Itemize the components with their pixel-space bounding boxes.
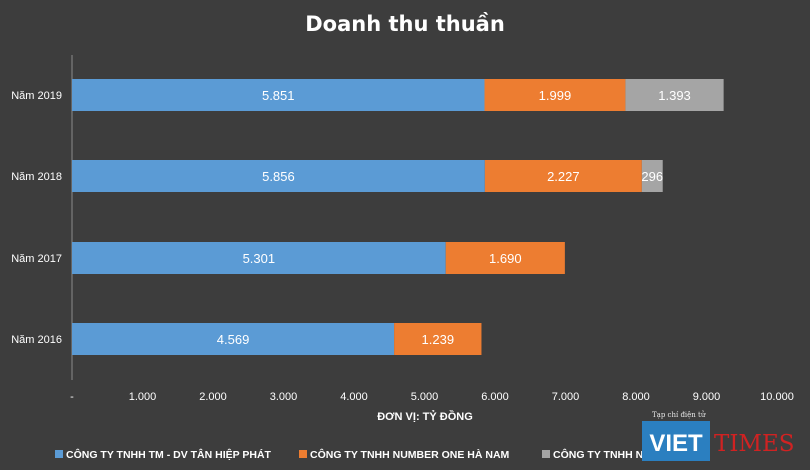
bar-segment: [72, 160, 485, 192]
x-tick-label: 1.000: [129, 391, 157, 403]
data-label: 5.301: [243, 251, 276, 266]
viettimes-watermark: Tạp chí điện tử VIET TIMES: [642, 410, 795, 461]
data-label: 1.239: [422, 332, 455, 347]
x-tick-label: 4.000: [340, 391, 368, 403]
bar-segment: [484, 79, 626, 111]
data-label: 4.569: [217, 332, 250, 347]
bar-segment: [445, 242, 565, 274]
x-tick-label: 3.000: [270, 391, 298, 403]
x-tick-label: 5.000: [411, 391, 439, 403]
category-labels: Năm 2019 Năm 2018 Năm 2017 Năm 2016: [11, 90, 62, 346]
x-axis-label: ĐƠN VỊ: TỶ ĐỒNG: [377, 410, 473, 423]
bar-segment: [394, 323, 482, 355]
x-tick-labels: - 1.000 2.000 3.000 4.000 5.000 6.000 7.000 8.00…: [70, 391, 794, 403]
watermark-brand-viet: VIET: [649, 430, 703, 457]
x-tick-label: 9.000: [693, 391, 721, 403]
data-label: 1.999: [539, 88, 572, 103]
x-tick-label: -: [70, 391, 74, 403]
legend-swatch: [542, 450, 550, 458]
bar-segment: [72, 242, 446, 274]
bar-segment: [72, 79, 485, 111]
bar-segment: [484, 160, 642, 192]
x-tick-label: 2.000: [199, 391, 227, 403]
bars: [72, 79, 724, 355]
bar-segment: [641, 160, 663, 192]
bar-segment: [625, 79, 724, 111]
data-label: 2.227: [547, 169, 580, 184]
data-label: 1.690: [489, 251, 522, 266]
legend-swatch: [299, 450, 307, 458]
data-label: 296: [641, 169, 663, 184]
x-tick-label: 8.000: [622, 391, 650, 403]
watermark-tagline: Tạp chí điện tử: [652, 410, 706, 419]
data-label: 5.851: [262, 88, 295, 103]
category-label: Năm 2018: [11, 171, 62, 183]
legend: CÔNG TY TNHH TM - DV TÂN HIỆP PHÁT CÔNG T…: [55, 448, 707, 461]
legend-label: CÔNG TY TNHH NUMBER ONE HÀ NAM: [310, 448, 510, 461]
legend-swatch: [55, 450, 63, 458]
x-tick-label: 10.000: [760, 391, 794, 403]
x-tick-label: 6.000: [481, 391, 509, 403]
bar-labels: 5.851 1.999 1.393 5.856 2.227 296 5.301 1.690 4.…: [217, 88, 691, 347]
data-label: 1.393: [658, 88, 691, 103]
x-tick-label: 7.000: [552, 391, 580, 403]
watermark-brand-times: TIMES: [714, 431, 795, 457]
category-label: Năm 2017: [11, 253, 62, 265]
data-label: 5.856: [262, 169, 295, 184]
category-label: Năm 2016: [11, 334, 62, 346]
bar-segment: [72, 323, 395, 355]
chart-title: Doanh thu thuần: [305, 12, 505, 36]
watermark-box: [642, 421, 710, 461]
category-label: Năm 2019: [11, 90, 62, 102]
legend-label: CÔNG TY TNHH TM - DV TÂN HIỆP PHÁT: [66, 448, 272, 461]
